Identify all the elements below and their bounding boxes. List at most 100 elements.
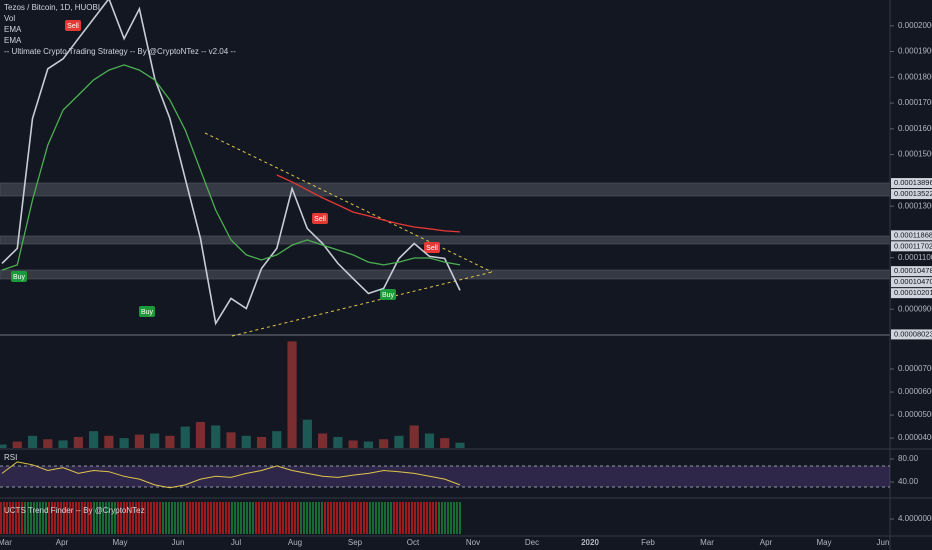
x-tick-label: May [816, 538, 831, 547]
stripe [168, 502, 170, 534]
volume-bar [318, 433, 328, 448]
stripe [264, 502, 266, 534]
signal: Buy [11, 271, 27, 282]
volume-bar [409, 425, 419, 448]
volume-bar [379, 439, 389, 448]
stripe [447, 502, 449, 534]
stripe [342, 502, 344, 534]
stripe [69, 502, 71, 534]
volume-bar [134, 434, 144, 448]
volume-bar [27, 435, 38, 448]
stripe [261, 502, 263, 534]
legend-item: -- Ultimate Crypto Trading Strategy -- B… [4, 47, 236, 56]
y-tick-label: 0.00005000 [898, 410, 932, 419]
stripe [27, 502, 29, 534]
y-tick-label: 0.00011000 [898, 253, 932, 262]
stripe [162, 502, 164, 534]
stripe [81, 502, 83, 534]
stripe [237, 502, 239, 534]
stripe [15, 502, 17, 534]
stripe [240, 502, 242, 534]
y-tick-label: 0.00004000 [898, 433, 932, 442]
stripe [246, 502, 248, 534]
stripe [255, 502, 257, 534]
stripe [111, 502, 113, 534]
stripe [147, 502, 149, 534]
stripe [297, 502, 299, 534]
volume-bar [0, 444, 7, 448]
stripe [390, 502, 392, 534]
ema-line [1, 64, 461, 271]
stripe [405, 502, 407, 534]
price-badge-label: 0.00013522 [894, 189, 932, 198]
rsi-line [1, 461, 461, 489]
stripe [171, 502, 173, 534]
price-badge [891, 277, 932, 288]
signal-label: Buy [382, 292, 395, 299]
rsi-band [0, 466, 890, 487]
y-tick-label: 0.00015000 [898, 150, 932, 159]
x-tick-label: Sep [348, 538, 363, 547]
stripe [228, 502, 230, 534]
y-tick-label: 0.00018000 [898, 72, 932, 81]
stripe [381, 502, 383, 534]
signal: Buy [380, 289, 396, 300]
volume-bar [180, 426, 190, 448]
volume-bar [272, 431, 282, 448]
stripe [0, 502, 2, 534]
signal-label: Sell [426, 245, 438, 252]
stripe [441, 502, 443, 534]
stripe [357, 502, 359, 534]
stripe [330, 502, 332, 534]
stripe [72, 502, 74, 534]
price-badge [891, 230, 932, 241]
stripe [309, 502, 311, 534]
y-tick-label: 0.00020000 [898, 21, 932, 30]
stripe [198, 502, 200, 534]
stripe [372, 502, 374, 534]
stripe [306, 502, 308, 534]
stripe [138, 502, 140, 534]
stripe [375, 502, 377, 534]
stripe [252, 502, 254, 534]
x-tick-label: Feb [641, 538, 655, 547]
stripe [399, 502, 401, 534]
volume-bar [287, 341, 297, 448]
stripe [48, 502, 50, 534]
volume-bar [348, 440, 358, 448]
price-badge-label: 0.00010201 [894, 288, 932, 297]
zone [0, 182, 891, 197]
volume-bar [58, 440, 68, 448]
stripe [222, 502, 224, 534]
signal-label: Sell [67, 23, 79, 30]
stripe [225, 502, 227, 534]
stripe [396, 502, 398, 534]
stripe [414, 502, 416, 534]
price-badge-label: 0.00013896 [894, 178, 932, 187]
x-tick-label: 2020 [581, 538, 599, 547]
stripe [363, 502, 365, 534]
stripe [216, 502, 218, 534]
y-tick-label: 0.00013000 [898, 201, 932, 210]
stripe [183, 502, 185, 534]
stripe [186, 502, 188, 534]
volume-bar [73, 436, 83, 448]
stripe [57, 502, 59, 534]
stripe [129, 502, 131, 534]
stripe [18, 502, 20, 534]
volume-bar [104, 435, 114, 448]
stripe [282, 502, 284, 534]
stripe [21, 502, 23, 534]
price-badge-label: 0.00011702 [894, 241, 932, 250]
stripe [33, 502, 35, 534]
price-badge-label: 0.00008023 [894, 329, 932, 338]
signal-label: Sell [314, 216, 326, 223]
stripe [51, 502, 53, 534]
stripe [279, 502, 281, 534]
stripe [117, 502, 119, 534]
volume-bar [12, 441, 22, 448]
stripe [366, 502, 368, 534]
stripe [3, 502, 5, 534]
stripe [327, 502, 329, 534]
stripe [432, 502, 434, 534]
